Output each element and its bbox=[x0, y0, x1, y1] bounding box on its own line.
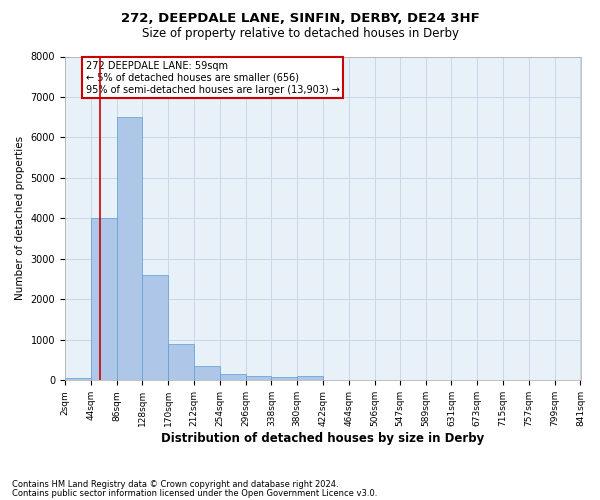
Text: Contains HM Land Registry data © Crown copyright and database right 2024.: Contains HM Land Registry data © Crown c… bbox=[12, 480, 338, 489]
Text: 272, DEEPDALE LANE, SINFIN, DERBY, DE24 3HF: 272, DEEPDALE LANE, SINFIN, DERBY, DE24 … bbox=[121, 12, 479, 26]
Bar bbox=[297, 376, 323, 380]
Bar bbox=[220, 374, 245, 380]
X-axis label: Distribution of detached houses by size in Derby: Distribution of detached houses by size … bbox=[161, 432, 484, 445]
Bar bbox=[142, 275, 168, 380]
Text: 272 DEEPDALE LANE: 59sqm
← 5% of detached houses are smaller (656)
95% of semi-d: 272 DEEPDALE LANE: 59sqm ← 5% of detache… bbox=[86, 62, 340, 94]
Y-axis label: Number of detached properties: Number of detached properties bbox=[15, 136, 25, 300]
Bar bbox=[168, 344, 194, 381]
Bar bbox=[65, 378, 91, 380]
Bar bbox=[91, 218, 116, 380]
Text: Contains public sector information licensed under the Open Government Licence v3: Contains public sector information licen… bbox=[12, 490, 377, 498]
Bar bbox=[245, 376, 271, 380]
Bar bbox=[271, 377, 297, 380]
Text: Size of property relative to detached houses in Derby: Size of property relative to detached ho… bbox=[142, 28, 458, 40]
Bar bbox=[116, 117, 142, 380]
Bar bbox=[194, 366, 220, 380]
